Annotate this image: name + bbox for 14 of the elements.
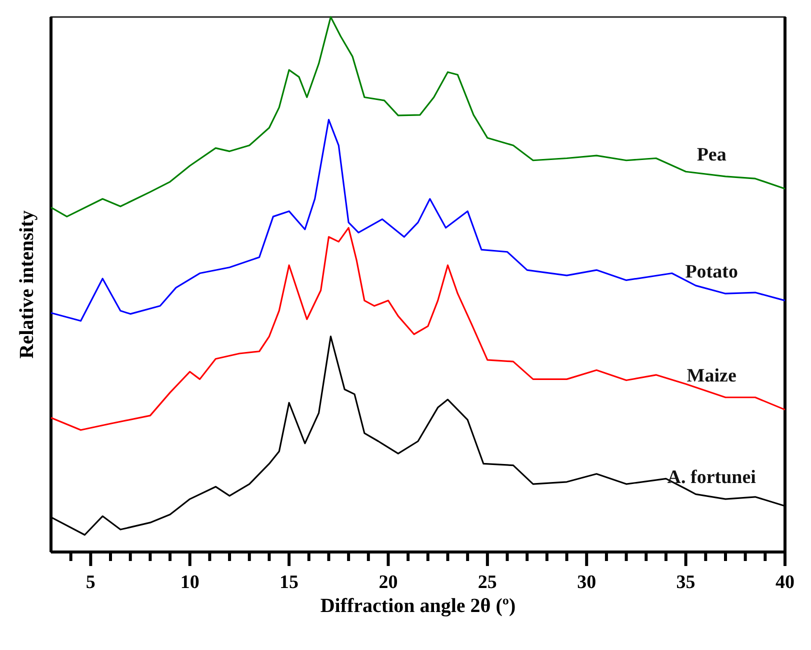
x-tick-label: 25 [478, 572, 497, 593]
x-tick-label: 10 [180, 572, 200, 593]
x-tick-label: 30 [577, 572, 596, 593]
series-label: Maize [686, 365, 736, 386]
series-label: Pea [696, 144, 727, 166]
x-tick-label: 5 [86, 572, 96, 593]
y-axis-title: Relative intensity [16, 210, 38, 359]
series-label: A. fortunei [667, 467, 756, 488]
x-tick-label: 35 [676, 572, 696, 593]
x-tick-label: 20 [378, 572, 398, 593]
x-tick-label: 40 [776, 572, 794, 593]
series-label: Potato [685, 262, 738, 283]
x-tick-label: 15 [280, 572, 299, 593]
x-axis-title: Diffraction angle 2θ (º) [320, 595, 516, 617]
